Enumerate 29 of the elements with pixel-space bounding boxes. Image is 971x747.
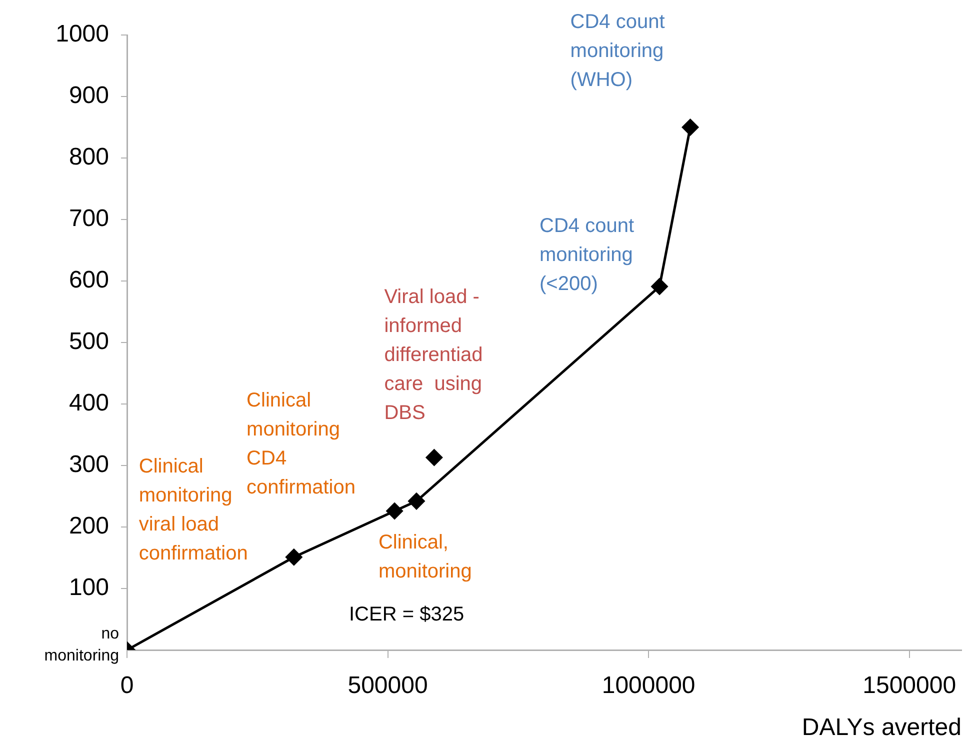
point — [386, 502, 403, 520]
point — [651, 278, 668, 295]
point — [426, 449, 442, 466]
annotation: Clinical, monitoring — [378, 532, 472, 583]
annotation: Clinical monitoring CD4 confirmation — [246, 390, 356, 499]
y-tick-label: 200 — [68, 512, 109, 540]
x-axis-title: DALYs averted — [802, 714, 962, 742]
annotation: Clinical monitoring viral load confirmation — [138, 456, 248, 565]
x-tick-label: 1000000 — [602, 672, 696, 700]
x-tick-label: 500000 — [348, 672, 428, 700]
y-tick-label: 400 — [68, 390, 109, 417]
x-tick-label: 0 — [120, 672, 134, 700]
annotation: CD4 count monitoring (<200) — [540, 215, 634, 296]
x-tick-label: 1500000 — [862, 672, 956, 700]
annotation: no monitoring — [44, 625, 120, 664]
annotation: CD4 count monitoring (WHO) — [570, 10, 666, 91]
y-tick-label: 300 — [68, 451, 109, 478]
y-tick-label: 500 — [68, 328, 109, 356]
y-tick-label: 900 — [68, 82, 109, 110]
y-tick-label: 800 — [68, 144, 109, 171]
y-tick-label: 600 — [68, 266, 109, 294]
annotation: Viral load - informed differentiad care using DBS — [384, 286, 483, 424]
point — [286, 548, 302, 566]
point — [408, 492, 425, 510]
annotation: ICER = $325 — [349, 604, 464, 626]
y-tick-label: 100 — [68, 574, 109, 602]
point — [682, 119, 699, 136]
y-tick-label: 700 — [68, 205, 109, 232]
y-tick-label: 1000 — [56, 20, 109, 48]
